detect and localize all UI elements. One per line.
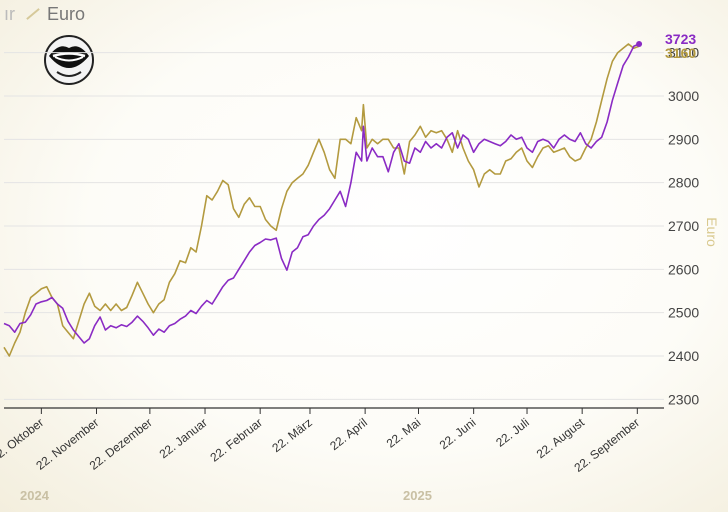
year-label-2025: 2025 xyxy=(403,488,432,503)
y-tick-label-2800: 2800 xyxy=(668,175,699,191)
x-tick-label-3: 22. Januar xyxy=(157,415,210,461)
x-tick-label-8: 22. Juni xyxy=(437,415,479,452)
y-axis-title: Euro xyxy=(704,217,720,247)
x-tick-label-9: 22. Juli xyxy=(493,415,532,449)
y-tick-label-2500: 2500 xyxy=(668,305,699,321)
end-label-purple: 3723 xyxy=(665,31,696,47)
series-end-dot-purple xyxy=(636,41,643,47)
y-tick-label-3000: 3000 xyxy=(668,88,699,104)
y-tick-label-2600: 2600 xyxy=(668,261,699,277)
y-tick-label-2900: 2900 xyxy=(668,131,699,147)
y-tick-label-2300: 2300 xyxy=(668,391,699,407)
x-tick-label-7: 22. Mai xyxy=(384,415,424,450)
y-tick-label-2700: 2700 xyxy=(668,218,699,234)
year-label-2024: 2024 xyxy=(20,488,49,503)
legend-euro-label: Euro xyxy=(47,4,86,24)
legend-prev-item-fragment: ır xyxy=(4,4,15,24)
x-tick-label-5: 22. März xyxy=(269,415,314,455)
lips-logo-icon xyxy=(44,35,94,85)
grid-lines xyxy=(4,52,664,400)
x-tick-label-10: 22. August xyxy=(534,415,588,461)
y-axis-labels: 2300 2400 2500 2600 2700 2800 2900 3000 3100 xyxy=(668,45,699,408)
series-line-purple xyxy=(3,43,640,344)
series-lines xyxy=(3,41,643,357)
end-label-gold: 3160 xyxy=(665,45,696,61)
series-line-gold xyxy=(3,43,640,357)
y-tick-label-3100: 3100 xyxy=(668,45,699,61)
y-tick-label-2400: 2400 xyxy=(668,348,699,364)
x-tick-label-4: 22. Februar xyxy=(208,415,266,464)
chart-legend: ır Euro xyxy=(4,4,85,25)
x-tick-label-6: 22. April xyxy=(327,415,370,453)
